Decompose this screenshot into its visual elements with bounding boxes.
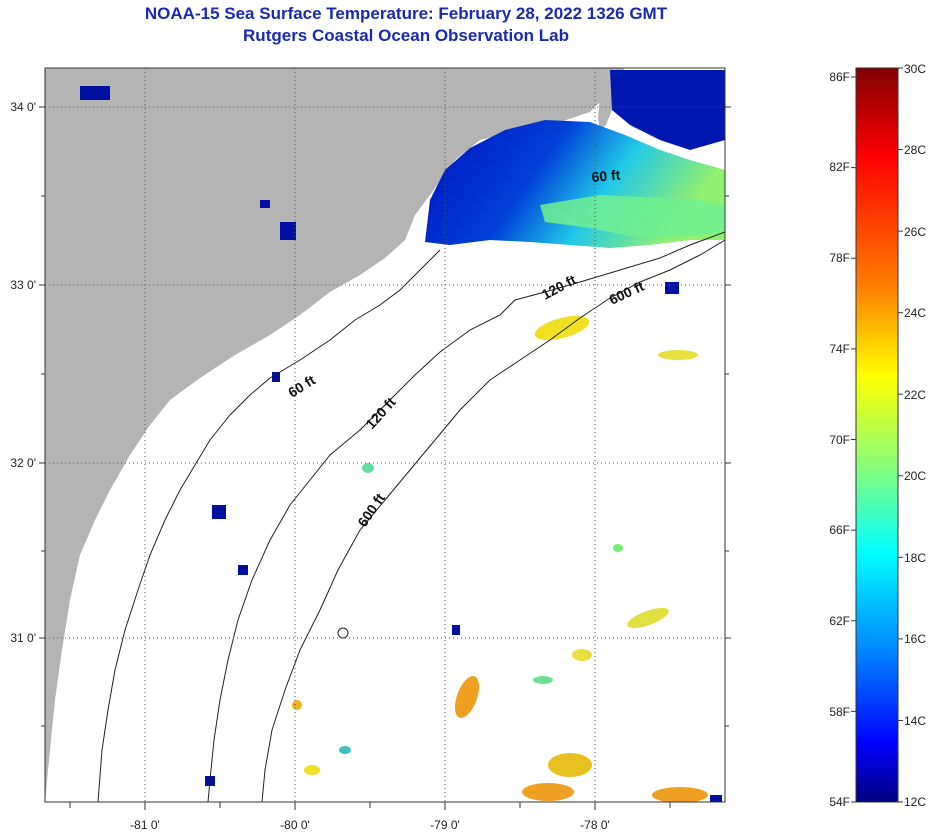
lon-tick-label: -81 0' [130,818,160,832]
longitude-labels: -81 0' -80 0' -79 0' -78 0' [130,818,610,832]
colorbar-f-label: 62F [829,614,850,628]
latitude-labels: 34 0' 33 0' 32 0' 31 0' [10,100,36,645]
colorbar-c-label: 20C [904,469,926,483]
lat-tick-label: 31 0' [10,631,36,645]
colorbar-f-label: 82F [829,160,850,174]
land-mass [45,68,620,802]
map-frame [44,67,726,803]
sst-warm-patches [292,315,708,802]
colorbar-c-label: 28C [904,143,926,157]
sst-green-band [540,195,725,238]
lat-tick-label: 34 0' [10,100,36,114]
colorbar-ticks [851,67,903,803]
sst-cool-patches [339,463,623,754]
colorbar-c-label: 26C [904,225,926,239]
lon-tick-label: -80 0' [280,818,310,832]
map-title: NOAA-15 Sea Surface Temperature: Februar… [144,4,668,23]
isobath-seamount [337,627,349,639]
colorbar-f-label: 78F [829,251,850,265]
colorbar [855,67,899,803]
colorbar-c-label: 14C [904,714,926,728]
isobath-contours [97,231,725,802]
colorbar-f-label: 74F [829,342,850,356]
colorbar-c-label: 12C [904,795,926,809]
map-subtitle: Rutgers Coastal Ocean Observation Lab [243,26,569,45]
lon-tick-label: -79 0' [430,818,460,832]
lon-tick-label: -78 0' [580,818,610,832]
frame-ticks [39,106,731,810]
colorbar-f-label: 86F [829,70,850,84]
isobath-120ft [207,231,725,802]
graticule [45,68,725,802]
colorbar-celsius-labels: 30C 28C 26C 24C 22C 20C 18C 16C 14C 12C [904,62,926,809]
colorbar-f-label: 58F [829,705,850,719]
colorbar-c-label: 24C [904,306,926,320]
colorbar-c-label: 30C [904,62,926,76]
colorbar-f-label: 66F [829,523,850,537]
lat-tick-label: 32 0' [10,456,36,470]
colorbar-c-label: 16C [904,632,926,646]
colorbar-c-label: 18C [904,551,926,565]
colorbar-fahrenheit-labels: 86F 82F 78F 74F 70F 66F 62F 58F 54F [829,70,850,809]
isobath-600ft [261,239,725,802]
colorbar-c-label: 22C [904,388,926,402]
sst-dark-blue-patch [610,70,725,150]
colorbar-f-label: 54F [829,795,850,809]
isobath-label: 60 ft [591,167,621,185]
lat-tick-label: 33 0' [10,278,36,292]
colorbar-f-label: 70F [829,433,850,447]
isobath-60ft [97,249,441,802]
